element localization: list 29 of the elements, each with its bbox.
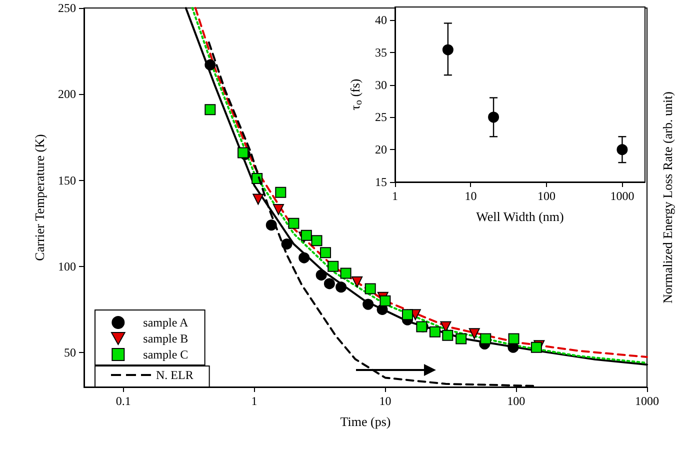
y-tick-label: 250	[58, 1, 76, 15]
y-tick-label: 200	[58, 87, 76, 102]
legend-label: sample A	[143, 316, 188, 330]
y-tick-label: 50	[64, 346, 76, 360]
y-tick-label: 25	[375, 110, 387, 124]
x-axis-title: Time (ps)	[340, 414, 391, 429]
y-axis-title: τo (fs)	[348, 78, 365, 110]
x-tick-label: 100	[507, 394, 526, 408]
x-tick-label: 1	[392, 189, 398, 203]
x-tick-label: 0.1	[116, 394, 131, 408]
y-tick-label: 15	[375, 175, 387, 189]
y-tick-label: 30	[375, 78, 387, 92]
x-tick-label: 1	[251, 394, 258, 408]
x-tick-label: 10	[464, 189, 477, 203]
legend-label: N. ELR	[156, 368, 194, 382]
x-axis-title: Well Width (nm)	[476, 209, 564, 224]
x-tick-label: 100	[537, 189, 556, 203]
y-axis-title: Carrier Temperature (K)	[32, 134, 47, 261]
y-tick-label: 100	[58, 259, 76, 274]
x-tick-label: 1000	[635, 394, 659, 408]
y-tick-label: 20	[375, 142, 387, 157]
y-tick-label: 35	[375, 45, 387, 60]
legend-label: sample B	[143, 332, 188, 346]
y-tick-label: 40	[375, 12, 387, 27]
x-tick-label: 1000	[610, 189, 634, 203]
y-axis-title: Normalized Energy Loss Rate (arb. unit)	[660, 91, 675, 304]
x-tick-label: 10	[379, 394, 392, 408]
legend-label: sample C	[143, 348, 188, 362]
y-tick-label: 150	[58, 173, 76, 188]
